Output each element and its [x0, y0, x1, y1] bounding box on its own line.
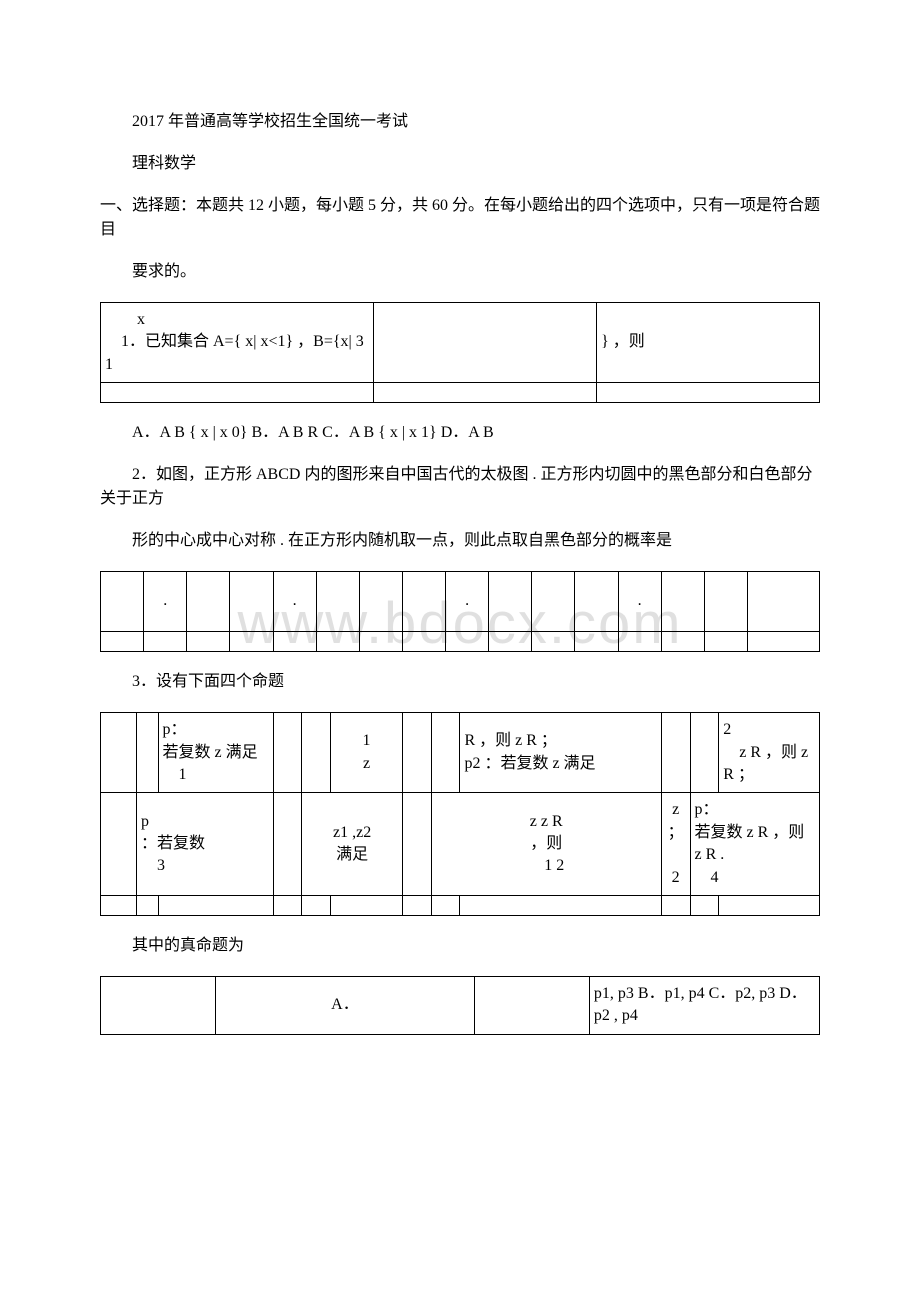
- q3-r1-c4: 2 z R ，则 z R ；: [719, 713, 820, 793]
- q3-r2-c1: p ：若复数 3: [136, 793, 273, 896]
- q1-c1: x 1．已知集合 A={ x| x<1} ，B={x| 3 1: [101, 303, 374, 383]
- q3-followup: 其中的真命题为: [100, 934, 820, 958]
- q3-r1-c1: p： 若复数 z 满足 1: [158, 713, 273, 793]
- section-a-intro-1: 一、选择题：本题共 12 小题，每小题 5 分，共 60 分。在每小题给出的四个…: [100, 194, 820, 242]
- q3-intro: 3．设有下面四个命题: [100, 670, 820, 694]
- exam-subject: 理科数学: [100, 152, 820, 176]
- q2-line1: 2．如图，正方形 ABCD 内的图形来自中国古代的太极图 . 正方形内切圆中的黑…: [100, 463, 820, 511]
- q2-dot-3: .: [446, 572, 489, 632]
- q3-r1-c3: R ，则 z R ； p2 ：若复数 z 满足: [460, 713, 661, 793]
- page-container: 2017 年普通高等学校招生全国统一考试 理科数学 一、选择题：本题共 12 小…: [0, 0, 920, 1113]
- q1-table: x 1．已知集合 A={ x| x<1} ，B={x| 3 1 } ，则: [100, 302, 820, 403]
- q2-dot-2: .: [273, 572, 316, 632]
- q3-opt-rest: p1, p3 B．p1, p4 C．p2, p3 D．p2 , p4: [589, 976, 819, 1034]
- q3-opt-a: A．: [216, 976, 475, 1034]
- q2-dot-1: .: [144, 572, 187, 632]
- q3-r2-c2: z1 ,z2 满足: [302, 793, 403, 896]
- q1-c3: } ，则: [597, 303, 820, 383]
- q2-dot-4: .: [618, 572, 661, 632]
- section-a-intro-2: 要求的。: [100, 260, 820, 284]
- q3-r1-c2: 1 z: [331, 713, 403, 793]
- q1-options: A．A B { x | x 0} B．A B R C．A B { x | x 1…: [100, 421, 820, 445]
- q3-r2-c5: p： 若复数 z R ，则 z R . 4: [690, 793, 819, 896]
- q3-r2-c4: z ； 2: [661, 793, 690, 896]
- q3-r2-c3: z z R ，则 1 2: [431, 793, 661, 896]
- q2-table: . . . .: [100, 571, 820, 652]
- q3-table: p： 若复数 z 满足 1 1 z R ，则 z R ； p2 ：若复数 z 满…: [100, 712, 820, 916]
- q2-line2: 形的中心成中心对称 . 在正方形内随机取一点，则此点取自黑色部分的概率是: [100, 529, 820, 553]
- q1-c2: [374, 303, 597, 383]
- exam-title: 2017 年普通高等学校招生全国统一考试: [100, 110, 820, 134]
- q3-options-table: A． p1, p3 B．p1, p4 C．p2, p3 D．p2 , p4: [100, 976, 820, 1035]
